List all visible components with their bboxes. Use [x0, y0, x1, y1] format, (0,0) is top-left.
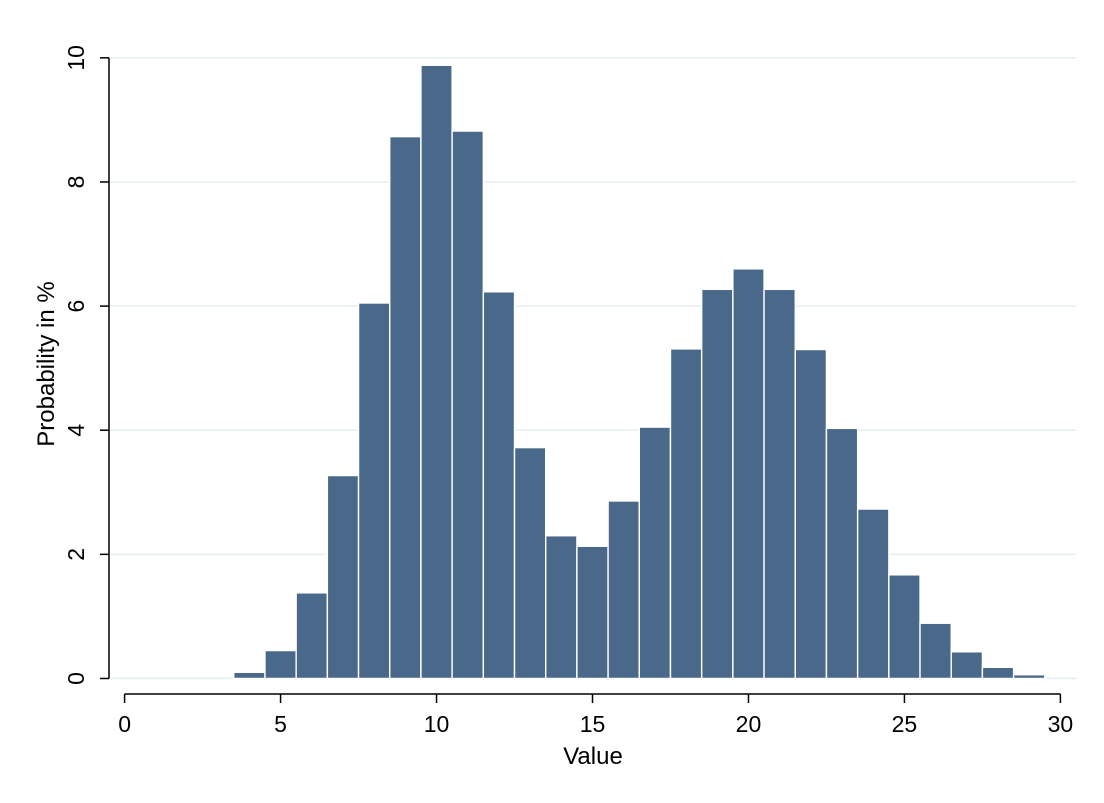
- x-tick-label-5: 5: [274, 711, 287, 737]
- x-axis-title: Value: [563, 743, 623, 770]
- axes: 0 2 4 6 8 10 0 5 10 15 20 25 30: [63, 45, 1073, 737]
- histogram-bar-19: [825, 427, 859, 680]
- histogram-bar-4: [357, 302, 391, 680]
- histogram-bar-20: [856, 508, 890, 680]
- y-tick-label-2: 2: [63, 548, 89, 561]
- histogram-bar-25: [1012, 674, 1046, 680]
- histogram-bar-14: [669, 348, 703, 680]
- histogram-bar-0: [233, 671, 266, 680]
- histogram-bar-11: [576, 545, 609, 680]
- y-tick-label-6: 6: [63, 300, 89, 313]
- histogram-bar-1: [264, 649, 297, 680]
- histogram-bar-5: [389, 135, 422, 680]
- histogram-bar-18: [794, 348, 828, 680]
- x-tick-label-15: 15: [580, 711, 606, 737]
- x-tick-label-0: 0: [118, 711, 131, 737]
- histogram-bar-22: [919, 622, 952, 680]
- histogram-bar-7: [451, 130, 485, 680]
- histogram-bar-17: [763, 288, 796, 680]
- histogram-bar-9: [513, 446, 547, 680]
- x-tick-label-20: 20: [736, 711, 762, 737]
- histogram-bar-3: [326, 474, 360, 680]
- histogram-bar-10: [545, 535, 578, 680]
- histogram-bar-13: [638, 426, 672, 680]
- histogram-bar-2: [295, 592, 329, 680]
- histogram-bars: [233, 64, 1046, 680]
- y-tick-label-8: 8: [63, 176, 89, 189]
- y-tick-label-10: 10: [63, 45, 89, 71]
- histogram-bar-6: [420, 64, 453, 680]
- histogram-bar-24: [981, 666, 1015, 680]
- histogram-bar-21: [888, 574, 921, 680]
- y-axis-title: Probability in %: [33, 281, 60, 446]
- y-tick-label-0: 0: [63, 672, 89, 685]
- histogram-bar-15: [700, 288, 734, 680]
- y-tick-label-4: 4: [63, 424, 89, 437]
- histogram-bar-12: [607, 500, 640, 680]
- histogram-bar-8: [482, 291, 516, 680]
- histogram-bar-16: [732, 268, 765, 680]
- x-tick-label-10: 10: [424, 711, 450, 737]
- histogram-bar-23: [950, 651, 984, 680]
- x-tick-label-25: 25: [892, 711, 918, 737]
- x-tick-label-30: 30: [1048, 711, 1074, 737]
